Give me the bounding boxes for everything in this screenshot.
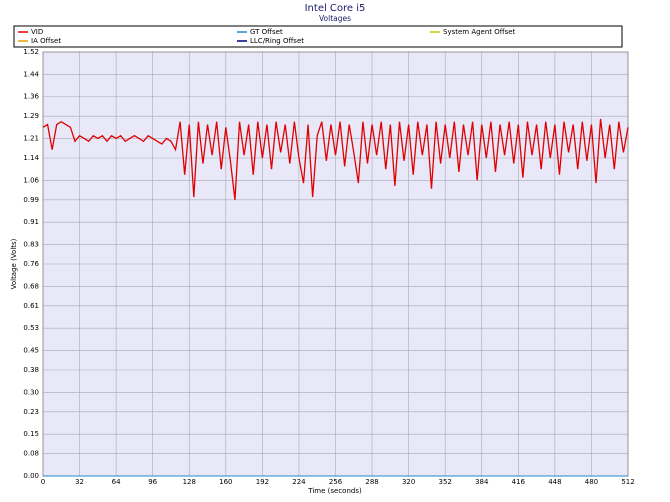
legend-label: LLC/Ring Offset xyxy=(250,37,304,45)
x-axis-label: Time (seconds) xyxy=(307,487,362,495)
legend-label: GT Offset xyxy=(250,28,283,36)
y-tick-label: 1.29 xyxy=(23,112,39,120)
series-line xyxy=(42,118,629,200)
x-tick-label: 0 xyxy=(41,478,45,486)
y-tick-label: 0.83 xyxy=(23,240,39,248)
y-tick-label: 0.91 xyxy=(23,218,39,226)
legend-label: VID xyxy=(31,28,43,36)
y-tick-label: 0.61 xyxy=(23,302,39,310)
y-tick-label: 0.68 xyxy=(23,282,39,290)
x-tick-label: 192 xyxy=(256,478,269,486)
legend-label: System Agent Offset xyxy=(443,28,516,36)
y-tick-label: 0.23 xyxy=(23,408,39,416)
y-tick-label: 1.21 xyxy=(23,134,39,142)
y-tick-label: 0.00 xyxy=(23,472,39,480)
chart-subtitle: Voltages xyxy=(319,14,351,23)
chart-title: Intel Core i5 xyxy=(305,3,366,14)
legend-label: IA Offset xyxy=(31,37,61,45)
y-tick-label: 1.14 xyxy=(23,154,39,162)
y-tick-label: 1.36 xyxy=(23,93,39,101)
y-tick-label: 1.06 xyxy=(23,176,39,184)
y-tick-label: 1.44 xyxy=(23,70,39,78)
x-tick-label: 128 xyxy=(183,478,196,486)
x-tick-label: 64 xyxy=(112,478,121,486)
legend-box xyxy=(13,25,623,48)
x-tick-label: 288 xyxy=(365,478,378,486)
y-tick-label: 0.99 xyxy=(23,196,39,204)
x-tick-label: 480 xyxy=(585,478,598,486)
x-tick-label: 96 xyxy=(148,478,157,486)
x-tick-label: 224 xyxy=(292,478,306,486)
y-tick-label: 0.38 xyxy=(23,366,39,374)
x-tick-label: 256 xyxy=(329,478,343,486)
x-tick-label: 320 xyxy=(402,478,415,486)
y-tick-label: 0.08 xyxy=(23,450,39,458)
y-tick-label: 0.15 xyxy=(23,430,39,438)
x-tick-label: 384 xyxy=(475,478,489,486)
y-tick-label: 0.30 xyxy=(23,388,39,396)
y-tick-label: 0.76 xyxy=(23,260,39,268)
x-tick-label: 448 xyxy=(548,478,561,486)
x-tick-label: 32 xyxy=(75,478,84,486)
y-tick-label: 0.45 xyxy=(23,346,39,354)
x-tick-label: 416 xyxy=(512,478,526,486)
x-tick-label: 160 xyxy=(219,478,232,486)
y-tick-label: 1.52 xyxy=(23,48,39,56)
x-tick-label: 512 xyxy=(621,478,634,486)
x-tick-label: 352 xyxy=(439,478,452,486)
y-axis-label: Voltage (Volts) xyxy=(10,238,18,289)
y-tick-label: 0.53 xyxy=(23,324,39,332)
